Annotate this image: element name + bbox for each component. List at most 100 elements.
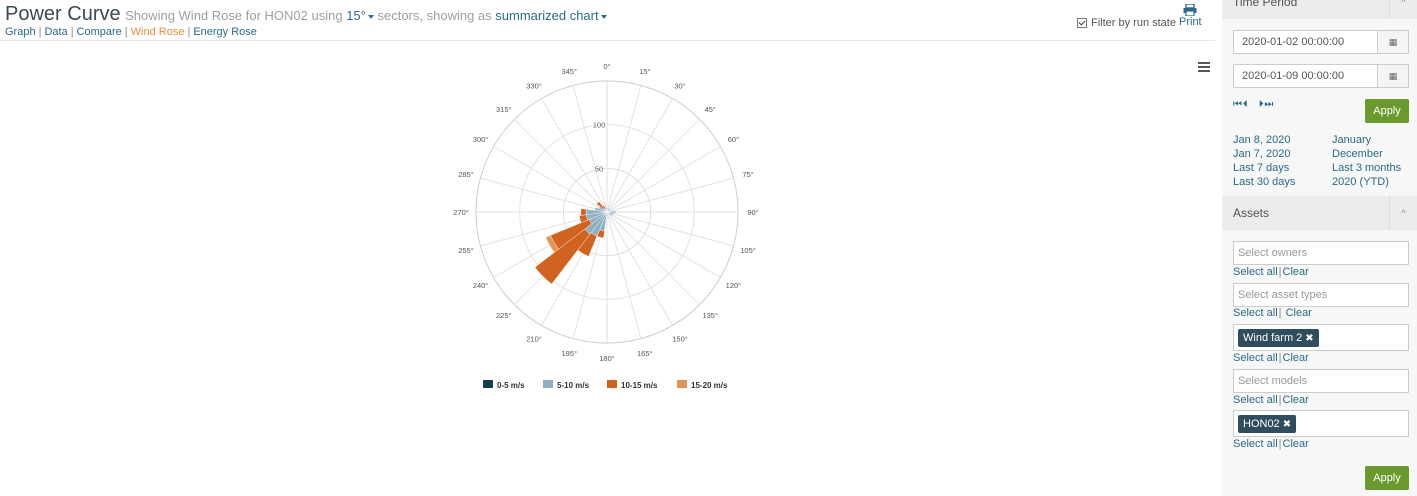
nav-energy-rose[interactable]: Energy Rose xyxy=(193,26,257,38)
calendar-icon[interactable]: ▦ xyxy=(1377,31,1408,53)
direction-label: 255° xyxy=(458,246,474,255)
rose-wedge xyxy=(594,207,606,212)
grid-spoke xyxy=(480,177,608,213)
quick-ranges-left: Jan 8, 2020 Jan 7, 2020 Last 7 days Last… xyxy=(1233,133,1295,189)
remove-tag-icon[interactable]: ✖ xyxy=(1305,333,1314,344)
rose-wedge xyxy=(608,212,615,215)
direction-label: 225° xyxy=(496,311,512,320)
page-title: Power Curve xyxy=(5,3,121,25)
direction-label: 180° xyxy=(599,354,615,363)
clear-link[interactable]: Clear xyxy=(1285,307,1312,319)
radial-tick-label: 100 xyxy=(593,121,606,130)
quick-range-link[interactable]: 2020 (YTD) xyxy=(1332,176,1389,188)
rose-wedge xyxy=(534,228,591,285)
nav-wind-rose[interactable]: Wind Rose xyxy=(130,26,185,38)
direction-label: 315° xyxy=(496,105,512,114)
end-date-value: 2020-01-09 00:00:00 xyxy=(1242,70,1345,82)
prev-period-icon[interactable]: ⏴ xyxy=(1242,99,1248,110)
direction-label: 75° xyxy=(742,170,753,179)
end-date-field[interactable]: 2020-01-09 00:00:00 ▦ xyxy=(1233,64,1409,88)
rose-wedge xyxy=(579,214,588,223)
clear-link[interactable]: Clear xyxy=(1282,394,1309,406)
direction-label: 330° xyxy=(526,82,542,91)
display-mode-dropdown[interactable]: summarized chart xyxy=(495,8,607,23)
first-period-icon[interactable]: ⏮ xyxy=(1233,99,1242,110)
run-state-filter[interactable]: Filter by run state xyxy=(1077,17,1176,29)
remove-tag-icon[interactable]: ✖ xyxy=(1282,419,1292,430)
select-all-link[interactable]: Select all xyxy=(1233,266,1278,278)
grid-spoke xyxy=(493,146,608,213)
quick-range-link[interactable]: January xyxy=(1332,134,1372,146)
direction-label: 285° xyxy=(458,170,474,179)
nav-graph[interactable]: Graph xyxy=(5,26,36,38)
select-all-link[interactable]: Select all xyxy=(1233,438,1278,450)
direction-label: 150° xyxy=(672,334,688,343)
hamburger-icon[interactable] xyxy=(1198,62,1210,74)
rose-wedge xyxy=(608,212,613,217)
time-apply-button[interactable]: Apply xyxy=(1365,99,1409,123)
last-period-icon[interactable]: ⏭ xyxy=(1264,99,1273,110)
direction-label: 135° xyxy=(702,311,718,320)
filter-label: Filter by run state xyxy=(1091,17,1176,29)
grid-spoke xyxy=(606,211,700,305)
grid-spoke xyxy=(606,146,721,213)
print-label: Print xyxy=(1179,16,1202,28)
assets-header[interactable]: Assets ^ xyxy=(1222,196,1417,230)
asset-types-select[interactable]: Select asset types xyxy=(1233,283,1409,307)
nav-data[interactable]: Data xyxy=(44,26,68,38)
calendar-icon[interactable]: ▦ xyxy=(1377,65,1408,87)
rose-wedge xyxy=(608,210,616,214)
next-period-icon[interactable]: ⏵ xyxy=(1258,99,1264,110)
models-select[interactable]: Select models xyxy=(1233,369,1409,393)
models-select-links: Select all|Clear xyxy=(1233,394,1309,406)
direction-label: 105° xyxy=(740,246,756,255)
grid-spoke xyxy=(514,119,608,213)
clear-link[interactable]: Clear xyxy=(1282,352,1309,364)
direction-label: 90° xyxy=(747,208,758,217)
select-all-link[interactable]: Select all xyxy=(1233,352,1278,364)
grid-spoke xyxy=(572,85,608,213)
grid-spoke xyxy=(606,211,734,247)
turbine-select-links: Select all|Clear xyxy=(1233,438,1309,450)
filter-checkbox[interactable] xyxy=(1077,18,1087,29)
direction-label: 210° xyxy=(526,334,542,343)
legend-swatch xyxy=(543,380,553,388)
turbine-select[interactable]: HON02 ✖ xyxy=(1233,410,1409,437)
time-period-header[interactable]: Time Period ^ xyxy=(1222,0,1417,19)
quick-range-link[interactable]: Jan 8, 2020 xyxy=(1233,134,1291,146)
direction-label: 60° xyxy=(728,135,739,144)
chevron-up-icon[interactable]: ^ xyxy=(1389,196,1417,230)
sector-size-dropdown[interactable]: 15° xyxy=(346,8,374,23)
owners-select[interactable]: Select owners xyxy=(1233,241,1409,265)
start-date-field[interactable]: 2020-01-02 00:00:00 ▦ xyxy=(1233,30,1409,54)
select-all-link[interactable]: Select all xyxy=(1233,307,1278,319)
chevron-up-icon[interactable]: ^ xyxy=(1389,0,1417,19)
grid-spoke xyxy=(606,98,673,213)
wind-rose-chart: 0° 15° 30° 45° 60° 75° 90° 105° 120° 135° 150° 165°… xyxy=(400,55,820,400)
direction-label: 45° xyxy=(705,105,716,114)
title-row: Power Curve Showing Wind Rose for HON02 … xyxy=(5,3,607,26)
quick-range-link[interactable]: Jan 7, 2020 xyxy=(1233,148,1291,160)
clear-link[interactable]: Clear xyxy=(1282,438,1309,450)
nav-compare[interactable]: Compare xyxy=(76,26,122,38)
time-period-title: Time Period xyxy=(1233,0,1298,9)
legend-label: 10-15 m/s xyxy=(621,381,658,390)
legend-swatch xyxy=(607,380,617,388)
rose-wedge xyxy=(605,207,607,211)
select-all-link[interactable]: Select all xyxy=(1233,394,1278,406)
period-nav: ⏮ ⏴ ⏵ ⏭ xyxy=(1233,99,1273,110)
print-button[interactable]: Print xyxy=(1179,4,1202,28)
quick-range-link[interactable]: December xyxy=(1332,148,1383,160)
rose-wedge xyxy=(602,205,606,210)
site-select[interactable]: Wind farm 2 ✖ xyxy=(1233,324,1409,351)
owners-placeholder: Select owners xyxy=(1238,247,1308,259)
assets-apply-button[interactable]: Apply xyxy=(1365,466,1409,490)
grid-spoke xyxy=(606,211,673,326)
quick-range-link[interactable]: Last 30 days xyxy=(1233,176,1296,188)
rose-wedge xyxy=(596,201,605,210)
legend-swatch xyxy=(483,380,493,388)
clear-link[interactable]: Clear xyxy=(1282,266,1309,278)
quick-range-link[interactable]: Last 7 days xyxy=(1233,162,1290,174)
quick-range-link[interactable]: Last 3 months xyxy=(1332,162,1402,174)
legend-label: 0-5 m/s xyxy=(497,381,525,390)
